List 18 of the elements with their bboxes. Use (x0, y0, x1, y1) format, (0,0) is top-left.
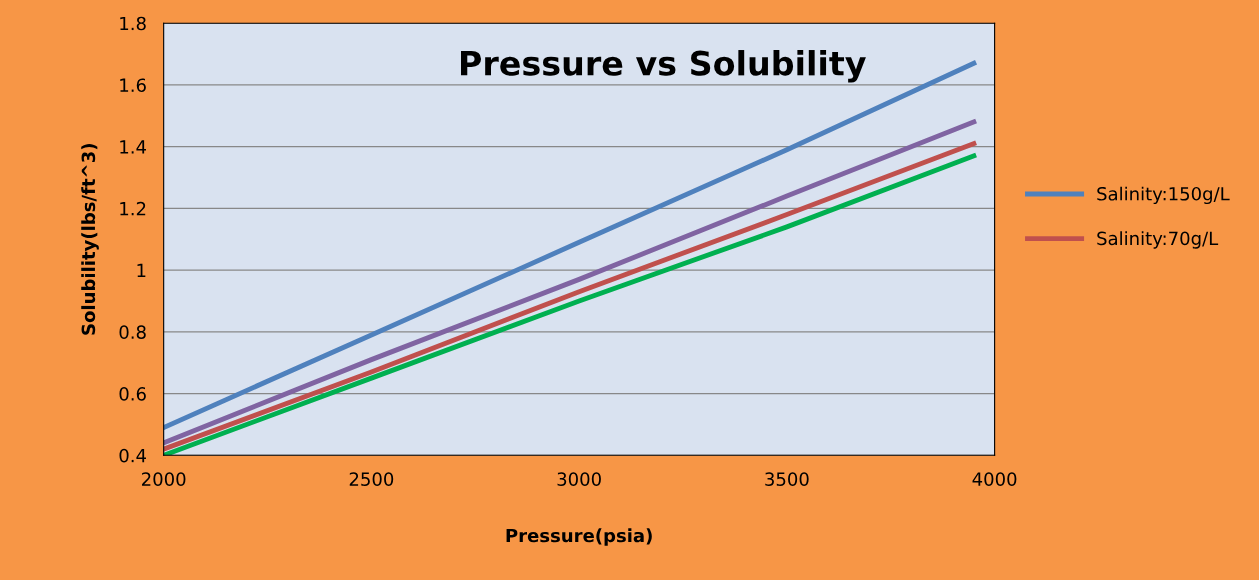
y-tick-label: 1.6 (120, 78, 146, 93)
y-tick-label: 0.6 (119, 387, 146, 401)
legend-label: Salinity:70g/L (1097, 231, 1219, 249)
y-tick-label: 1.2 (120, 201, 146, 216)
y-tick-label: 1 (137, 263, 146, 277)
y-tick-label: 0.4 (119, 448, 146, 463)
y-tick-label: 1.8 (120, 16, 146, 31)
legend-label: Salinity:150g/L (1097, 186, 1230, 205)
x-tick-label: 2500 (349, 472, 394, 486)
y-tick-label: 0.8 (119, 325, 146, 339)
text: Pressure vs Solubility (461, 50, 866, 83)
x-tick-label: 4000 (972, 472, 1017, 486)
x-tick-label: 3000 (557, 472, 601, 486)
x-tick-label: 2000 (142, 472, 186, 486)
y-axis-title: Solubility(lbs/ft^3) (81, 144, 99, 335)
x-axis-title: Pressure(psia) (506, 528, 652, 546)
x-tick-label: 3500 (765, 472, 809, 486)
y-tick-label: 1.4 (120, 140, 146, 154)
